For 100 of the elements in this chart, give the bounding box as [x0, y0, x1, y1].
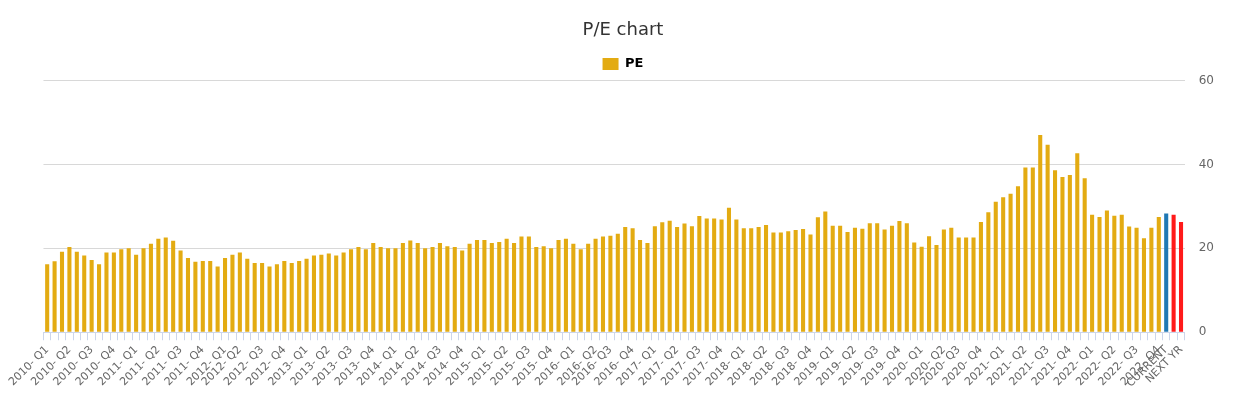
- bar: [689, 226, 694, 332]
- chart-title: P/E chart: [582, 18, 664, 40]
- bar: [756, 226, 761, 332]
- legend-label: PE: [625, 55, 644, 71]
- bar: [460, 250, 465, 332]
- bar: [1038, 135, 1043, 332]
- bar: [1030, 167, 1035, 332]
- bar: [260, 263, 265, 332]
- y-tick-label: 40: [1198, 156, 1215, 171]
- bar: [267, 266, 272, 332]
- bar: [652, 226, 657, 332]
- bar: [623, 226, 628, 332]
- bar: [949, 227, 954, 332]
- bar: [704, 218, 709, 332]
- bar: [541, 246, 546, 332]
- bar: [526, 236, 531, 332]
- bar: [215, 266, 220, 332]
- bar: [237, 252, 242, 332]
- bar: [786, 231, 791, 332]
- bar: [104, 252, 109, 332]
- bar: [141, 248, 146, 332]
- bar: [193, 261, 198, 332]
- bar: [838, 225, 843, 332]
- bar: [274, 264, 279, 332]
- bar: [1023, 167, 1028, 332]
- bar: [1127, 226, 1132, 332]
- bar: [482, 239, 487, 332]
- bar: [867, 223, 872, 332]
- bar: [245, 258, 250, 332]
- bar: [934, 245, 939, 332]
- bar: [1104, 210, 1109, 332]
- bar: [97, 264, 102, 332]
- bar: [927, 236, 932, 332]
- bar: [474, 239, 480, 332]
- bar: [185, 258, 191, 332]
- bar: [1015, 186, 1021, 332]
- bar: [971, 237, 976, 332]
- bar: [156, 238, 161, 332]
- bar: [334, 255, 339, 332]
- bar: [763, 224, 769, 332]
- bar: [771, 232, 776, 332]
- bar: [889, 225, 895, 332]
- bar: [571, 243, 576, 332]
- bar: [467, 243, 472, 332]
- bar: [1119, 214, 1124, 332]
- bar: [875, 223, 880, 332]
- bar: [986, 212, 991, 332]
- bar: [67, 247, 72, 332]
- bar: [415, 242, 420, 332]
- bar: [356, 247, 361, 332]
- bar: [1134, 227, 1139, 332]
- bar: [964, 237, 969, 332]
- bar: [304, 258, 309, 332]
- bar: [82, 255, 87, 332]
- bar: [1141, 238, 1147, 332]
- bar: [600, 236, 606, 332]
- bar: [667, 220, 672, 332]
- y-tick-label: 20: [1198, 240, 1215, 255]
- bar: [793, 229, 798, 332]
- bar: [1067, 174, 1072, 332]
- y-tick-label: 0: [1198, 324, 1207, 339]
- bar: [1075, 153, 1080, 332]
- bar: [445, 246, 450, 332]
- bar: [437, 242, 442, 332]
- bar: [423, 248, 428, 332]
- bar: [1171, 214, 1176, 332]
- bar: [119, 249, 124, 332]
- bar: [556, 239, 561, 332]
- bar: [311, 255, 316, 332]
- bar: [682, 223, 687, 332]
- bar: [519, 236, 524, 332]
- bar: [904, 223, 909, 332]
- bar: [319, 254, 324, 332]
- bar: [400, 242, 405, 332]
- bar: [645, 242, 650, 332]
- bar: [741, 228, 746, 332]
- bar: [749, 228, 754, 332]
- bar: [882, 229, 887, 332]
- bar: [860, 228, 865, 332]
- bar: [593, 238, 598, 332]
- bar: [852, 227, 857, 332]
- bar: [563, 238, 568, 332]
- bar: [1045, 144, 1050, 332]
- bar: [897, 221, 902, 332]
- bar: [45, 264, 50, 332]
- bar: [1060, 177, 1065, 332]
- bar: [615, 233, 620, 332]
- bar: [830, 225, 835, 332]
- bar: [178, 250, 183, 332]
- bar: [675, 226, 680, 332]
- bar: [252, 263, 257, 332]
- bar: [408, 240, 413, 332]
- bar: [208, 260, 213, 332]
- bar: [845, 232, 850, 332]
- bar: [719, 219, 724, 332]
- bar: [978, 221, 983, 332]
- bar: [993, 201, 998, 332]
- bar: [297, 260, 302, 332]
- bar: [148, 243, 153, 332]
- bar: [808, 234, 813, 332]
